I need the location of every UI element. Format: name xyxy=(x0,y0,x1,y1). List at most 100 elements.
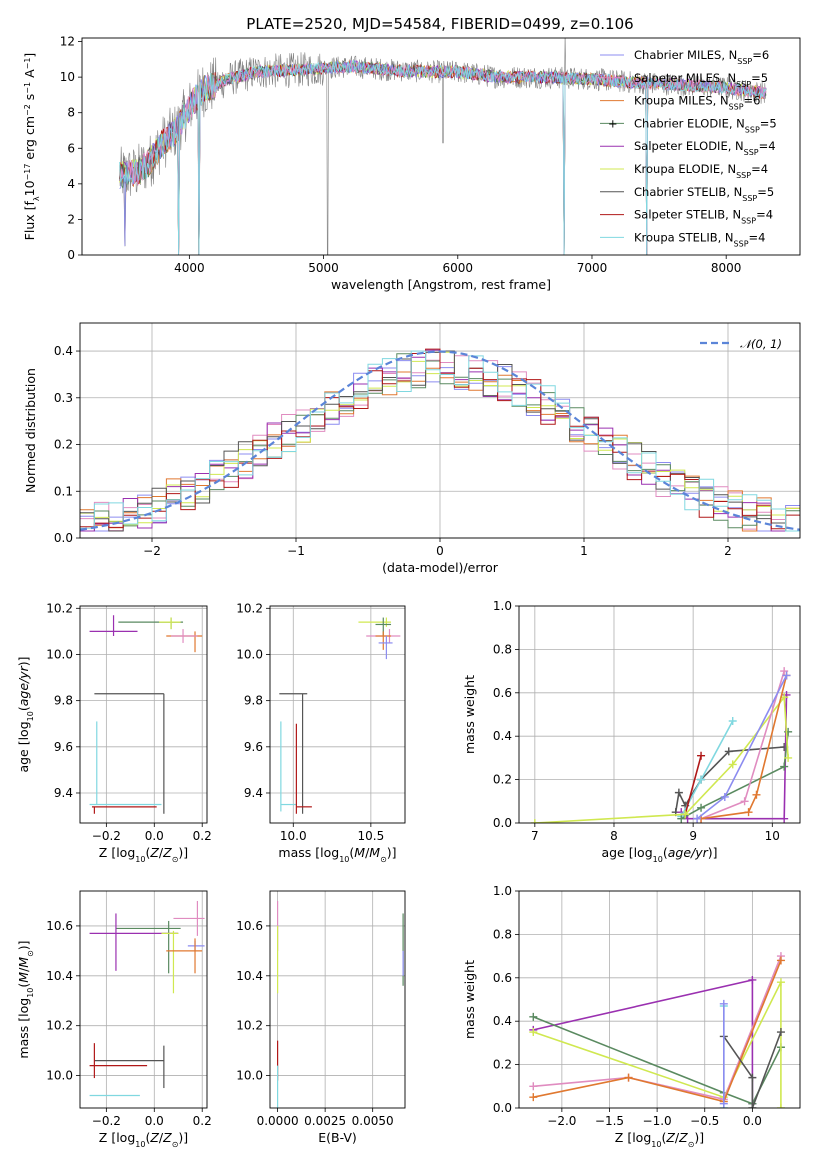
series-marker xyxy=(748,1104,757,1108)
y-tick-label: 10.6 xyxy=(46,919,73,933)
y-tick-label: 0.2 xyxy=(493,773,512,787)
x-tick-label: 10.0 xyxy=(280,829,307,843)
series-line xyxy=(533,955,782,1101)
plot-area-mass_vs_Z xyxy=(89,900,205,1097)
point-chabrier-miles xyxy=(378,636,393,660)
x-tick-label: 0.0000 xyxy=(257,1114,299,1128)
y-tick-label: 4 xyxy=(67,177,75,191)
series-chabrier-elodie xyxy=(677,727,793,823)
axes-frame xyxy=(269,605,406,824)
axes-frame xyxy=(269,890,406,1109)
y-tick-label: 0.6 xyxy=(493,686,512,700)
point-salpeter-stelib xyxy=(89,1043,148,1079)
x-tick-label: 0.0 xyxy=(145,1114,164,1128)
series-marker xyxy=(530,819,539,823)
y-tick-label: 1.0 xyxy=(493,884,512,898)
grid-mass_vs_Z xyxy=(80,891,207,1108)
x-tick-label: −0.2 xyxy=(92,829,121,843)
y-tick-label: 9.6 xyxy=(54,740,73,754)
chart-mass_vs_ebv: 0.0000 0.0025 0.0050 10.0 10.2 10.4 10.6 E(B-V) xyxy=(236,890,406,1145)
series-marker xyxy=(780,814,789,823)
series-marker xyxy=(674,788,683,797)
series-marker xyxy=(697,751,706,760)
point-kroupa-elodie xyxy=(358,617,392,627)
x-axis-label: E(B-V) xyxy=(318,1130,357,1145)
grid-mass_vs_ebv xyxy=(270,891,405,1108)
x-axis-label: Z [log10(Z/Z⊙)] xyxy=(99,845,188,864)
series-kroupa-miles xyxy=(529,956,785,1106)
series-marker xyxy=(776,1104,785,1108)
series-marker xyxy=(529,1082,538,1091)
chart-weights_vs_age: 7 8 9 10 0.0 0.2 0.4 0.6 0.8 1.0 age [log10(age/yr… xyxy=(462,599,801,864)
series-line xyxy=(700,670,785,820)
series-marker xyxy=(724,747,733,756)
series-marker xyxy=(728,760,737,769)
point-kroupa-stelib xyxy=(280,721,297,812)
y-tick-label: 0.1 xyxy=(54,484,73,498)
x-tick-label: 0.0 xyxy=(145,829,164,843)
plot-area-mass_vs_ebv xyxy=(277,900,404,1108)
y-tick-label: 10.4 xyxy=(236,969,263,983)
y-tick-label: 10.0 xyxy=(46,1069,73,1083)
x-tick-label: 0.0025 xyxy=(304,1114,346,1128)
y-tick-label: 10.2 xyxy=(46,1019,73,1033)
ticks-spectrum: 4000 5000 6000 7000 8000 0 2 4 6 8 10 12 xyxy=(60,35,742,275)
x-tick-label: 10 xyxy=(765,829,780,843)
y-tick-label: 0.4 xyxy=(493,1014,512,1028)
x-axis-label: mass [log10(M/M⊙)] xyxy=(278,845,396,864)
series-kroupa-elodie xyxy=(530,693,793,823)
figure-title: PLATE=2520, MJD=54584, FIBERID=0499, z=0… xyxy=(246,15,633,33)
series-line xyxy=(680,731,789,820)
legend-entry: Kroupa MILES, NSSP=6 xyxy=(634,94,760,112)
series-marker xyxy=(728,717,737,726)
series-marker xyxy=(752,790,761,799)
histogram-legend: 𝒩(0, 1) xyxy=(700,337,782,351)
point-chabrier-stelib xyxy=(279,693,308,814)
point-kroupa-stelib xyxy=(89,721,162,806)
y-tick-label: 10 xyxy=(60,70,75,84)
series-marker xyxy=(748,975,757,984)
grid-weights_vs_Z xyxy=(519,890,800,1109)
x-axis-label: (data-model)/error xyxy=(382,560,499,575)
axes-frame xyxy=(79,322,801,539)
y-tick-label: 10.6 xyxy=(236,919,263,933)
ticks-age_vs_mass: 10.0 10.5 9.4 9.6 9.8 10.0 10.2 xyxy=(236,601,384,843)
chart-age_vs_Z: −0.2 0.0 0.2 9.4 9.6 9.8 10.0 10.2 Z [log10(Z/Z⊙… xyxy=(16,601,212,863)
series-marker xyxy=(529,1028,538,1037)
ticks-residuals: −2 −1 0 1 2 0.0 0.1 0.2 0.3 0.4 xyxy=(54,344,732,558)
series-marker xyxy=(780,762,789,771)
x-tick-label: 9 xyxy=(689,829,697,843)
y-tick-label: 9.4 xyxy=(54,786,73,800)
x-tick-label: 0.2 xyxy=(193,829,212,843)
point-chabrier-stelib xyxy=(94,1045,165,1089)
series-marker xyxy=(776,1028,785,1037)
y-tick-label: 10.4 xyxy=(46,969,73,983)
y-tick-label: 10.2 xyxy=(46,601,73,615)
histogram-salpeter-stelib xyxy=(80,348,800,530)
series-line xyxy=(696,675,788,820)
legend-marker: + xyxy=(608,116,618,130)
series-marker xyxy=(780,667,789,676)
x-tick-label: 1 xyxy=(580,544,588,558)
point-kroupa-elodie xyxy=(161,930,179,994)
x-tick-label: 8000 xyxy=(711,261,742,275)
y-tick-label: 1.0 xyxy=(493,599,512,613)
y-axis-label: mass weight xyxy=(462,960,477,1039)
point-kroupa-miles xyxy=(375,631,392,650)
x-tick-label: 2 xyxy=(724,544,732,558)
y-tick-label: 0.6 xyxy=(493,971,512,985)
y-axis-label: Normed distribution xyxy=(23,368,38,493)
ticks-weights_vs_Z: −2.0 −1.5 −1.0 −0.5 0.0 0.0 0.2 0.4 0.6 0.8 1.0 xyxy=(493,884,762,1128)
plot-area-age_vs_mass xyxy=(279,617,401,814)
x-tick-label: 0.0 xyxy=(743,1114,762,1128)
y-axis-label: mass weight xyxy=(462,675,477,754)
x-tick-label: 0.2 xyxy=(193,1114,212,1128)
y-tick-label: 0.4 xyxy=(493,729,512,743)
point-salpeter-miles xyxy=(171,629,198,643)
x-axis-label: age [log10(age/yr)] xyxy=(601,845,717,864)
plot-area-weights_vs_age xyxy=(530,667,793,823)
x-tick-label: −1.5 xyxy=(595,1114,624,1128)
point-kroupa-elodie xyxy=(159,617,181,630)
x-tick-label: 7000 xyxy=(577,261,608,275)
axes-frame xyxy=(79,890,208,1109)
